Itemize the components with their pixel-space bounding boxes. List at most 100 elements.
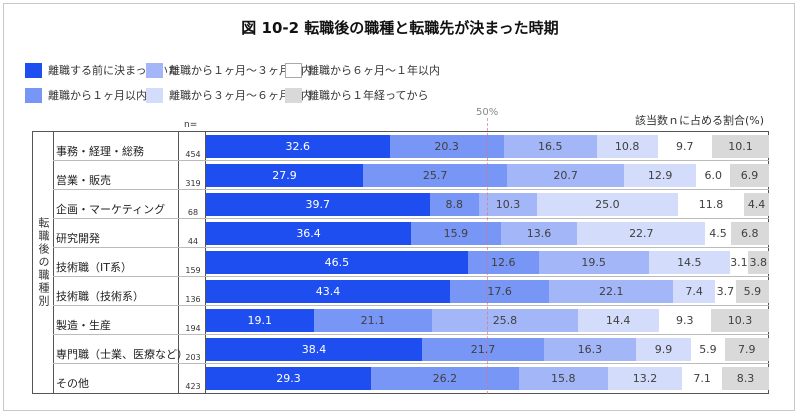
data-label: 19.1	[247, 314, 273, 327]
bar-segment: 32.6	[206, 135, 390, 158]
bar-segment: 3.8	[747, 251, 769, 274]
bar-segment: 20.7	[507, 164, 624, 187]
data-label: 17.6	[487, 285, 512, 298]
bar-segment: 43.4	[206, 280, 451, 303]
legend-item: 離職から１ヶ月以内	[25, 87, 147, 103]
bar-segment: 12.9	[623, 164, 697, 187]
chart-row: 研究開発 44 36.4 15.9 13.6 22.7 4.5 6.8	[53, 219, 769, 248]
legend-item: 離職から３ヶ月～６ヶ月以内	[146, 87, 312, 103]
n-value: 454	[185, 150, 201, 159]
data-label: 13.6	[526, 227, 552, 240]
data-label: 10.3	[495, 198, 521, 211]
data-label: 9.9	[654, 343, 673, 356]
unit-label: 該当数ｎに占める割合(%)	[634, 114, 764, 127]
legend-label: 離職から１ヶ月以内	[48, 89, 147, 102]
bar-segment: 11.8	[677, 193, 745, 216]
bar-segment: 4.4	[744, 193, 769, 216]
legend-label: 離職から６ヶ月～１年以内	[308, 64, 440, 77]
bar-segment: 19.5	[538, 251, 649, 274]
bar-segment: 10.3	[710, 309, 769, 332]
data-label: 7.1	[693, 372, 711, 385]
row-divider	[53, 363, 769, 364]
bar-segment: 7.9	[724, 338, 769, 361]
bar-segment: 15.8	[518, 367, 608, 390]
data-label: 46.5	[324, 256, 350, 269]
data-label: 38.4	[301, 343, 327, 356]
chart-row: 営業・販売 319 27.9 25.7 20.7 12.9 6.0 6.9	[53, 161, 769, 190]
data-label: 20.7	[553, 169, 578, 182]
bar-segment: 38.4	[206, 338, 422, 361]
n-value: 203	[185, 353, 201, 362]
stacked-bar: 46.5 12.6 19.5 14.5 3.1 3.8	[206, 251, 769, 274]
n-value: 136	[185, 295, 201, 304]
data-label: 3.7	[716, 285, 735, 298]
legend-swatch	[25, 87, 42, 103]
bar-segment: 36.4	[206, 222, 412, 245]
bar-segment: 21.7	[421, 338, 545, 361]
data-label: 12.6	[491, 256, 516, 269]
n-value: 194	[185, 324, 201, 333]
stacked-bar: 39.7 8.8 10.3 25.0 11.8 4.4	[206, 193, 769, 216]
stacked-bar: 43.4 17.6 22.1 7.4 3.7 5.9	[206, 280, 769, 303]
data-label: 13.2	[632, 372, 658, 385]
bar-segment: 21.1	[313, 309, 433, 332]
bar-segment: 3.1	[730, 251, 748, 274]
bar-segment: 14.4	[577, 309, 659, 332]
bar-segment: 29.3	[206, 367, 372, 390]
row-divider	[53, 247, 769, 248]
data-label: 15.9	[443, 227, 469, 240]
bar-segment: 25.0	[537, 193, 678, 216]
data-label: 7.9	[737, 343, 756, 356]
data-label: 14.4	[605, 314, 631, 327]
n-value: 423	[185, 382, 201, 391]
legend-swatch	[146, 87, 163, 103]
data-label: 10.8	[614, 140, 640, 153]
legend-label: 離職から１ヶ月～３ヶ月以内	[169, 64, 312, 77]
reference-line-50	[487, 118, 488, 394]
bar-segment: 25.8	[432, 309, 578, 332]
bar-segment: 13.2	[607, 367, 683, 390]
bar-segment: 15.9	[411, 222, 501, 245]
category-label: 事務・経理・総務	[56, 145, 144, 158]
reference-line-label: 50%	[476, 107, 499, 118]
data-label: 10.1	[728, 140, 753, 153]
bar-segment: 7.1	[682, 367, 723, 390]
n-value: 68	[187, 208, 199, 217]
bar-segment: 9.7	[657, 135, 713, 158]
data-label: 5.9	[743, 285, 762, 298]
bar-segment: 8.8	[429, 193, 480, 216]
data-label: 4.5	[709, 227, 727, 240]
n-header: n=	[184, 120, 198, 130]
category-label: その他	[56, 377, 89, 390]
bar-segment: 10.8	[596, 135, 658, 158]
bar-segment: 8.3	[722, 367, 769, 390]
bar-segment: 26.2	[371, 367, 519, 390]
legend-label: 離職から３ヶ月～６ヶ月以内	[169, 89, 312, 102]
bar-segment: 39.7	[206, 193, 430, 216]
data-label: 9.3	[676, 314, 694, 327]
n-value: 44	[187, 237, 199, 246]
data-label: 36.4	[296, 227, 321, 240]
stacked-bar: 36.4 15.9 13.6 22.7 4.5 6.8	[206, 222, 769, 245]
category-label: 技術職（IT系）	[56, 261, 132, 274]
bar-segment: 22.1	[549, 280, 674, 303]
row-divider	[53, 160, 769, 161]
chart-frame	[3, 3, 795, 411]
bar-segment: 6.9	[730, 164, 769, 187]
data-label: 22.1	[598, 285, 624, 298]
bar-segment: 4.5	[705, 222, 731, 245]
category-label: 企画・マーケティング	[56, 203, 166, 216]
chart-row: 企画・マーケティング 68 39.7 8.8 10.3 25.0 11.8 4.4	[53, 190, 769, 219]
data-label: 25.0	[595, 198, 620, 211]
data-label: 3.8	[749, 256, 768, 269]
bar-segment: 20.3	[389, 135, 504, 158]
bar-segment: 5.9	[691, 338, 725, 361]
bar-segment: 10.1	[712, 135, 769, 158]
data-label: 25.7	[422, 169, 448, 182]
data-label: 20.3	[434, 140, 459, 153]
category-label: 製造・生産	[56, 319, 111, 332]
bar-segment: 27.9	[206, 164, 363, 187]
data-label: 9.7	[676, 140, 694, 153]
data-label: 21.1	[360, 314, 386, 327]
